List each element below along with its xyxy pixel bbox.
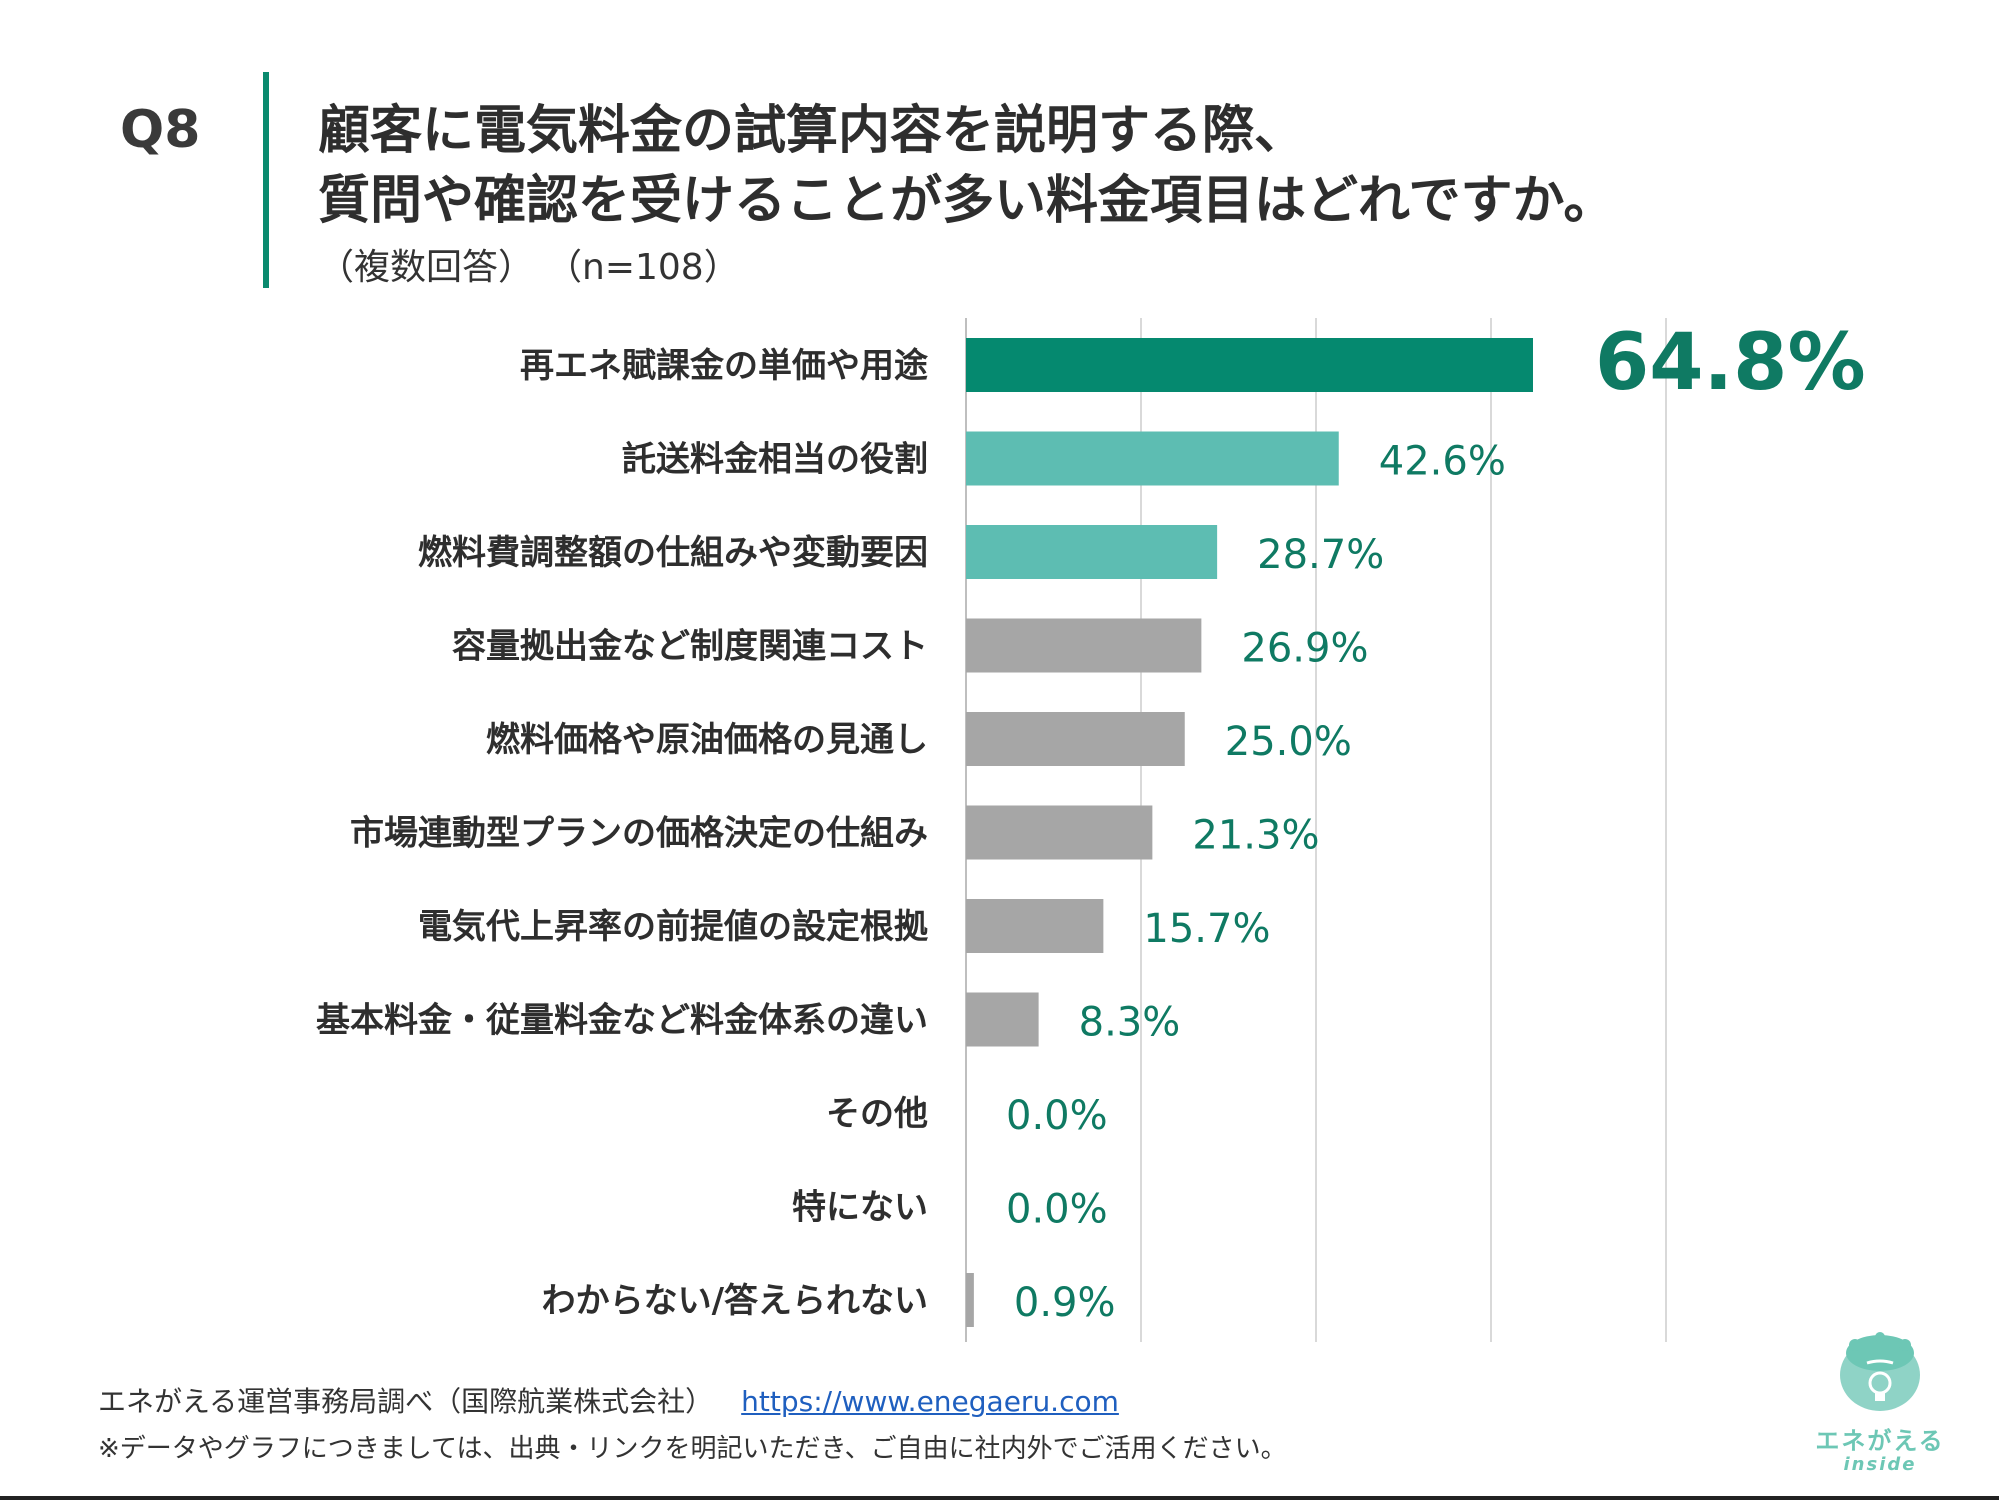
- category-label: 特にない: [792, 1188, 928, 1228]
- data-label: 26.9%: [1241, 626, 1368, 672]
- bar: [966, 618, 1202, 673]
- data-label: 8.3%: [1079, 1000, 1181, 1046]
- bar: [966, 431, 1339, 486]
- bar: [966, 992, 1039, 1047]
- data-label: 15.7%: [1143, 906, 1270, 952]
- question-number: Q8: [120, 100, 201, 160]
- category-label: 市場連動型プランの価格決定の仕組み: [350, 814, 928, 854]
- logo-sub: inside: [1843, 1454, 1917, 1475]
- data-label: 0.9%: [1014, 1280, 1116, 1326]
- enegaeru-logo: エネがえる inside: [1808, 1325, 1952, 1475]
- question-subtitle: （複数回答） （n=108）: [318, 238, 740, 290]
- footer: エネがえる運営事務局調べ（国際航業株式会社） https://www.enegae…: [98, 1380, 1287, 1465]
- source-text: エネがえる運営事務局調べ（国際航業株式会社）: [98, 1385, 714, 1418]
- question-title: 顧客に電気料金の試算内容を説明する際、 質問や確認を受けることが多い料金項目はど…: [318, 96, 1818, 236]
- data-label: 21.3%: [1192, 813, 1319, 859]
- data-label: 25.0%: [1225, 719, 1352, 765]
- sample-size: （n=108）: [564, 247, 740, 288]
- data-label: 0.0%: [1006, 1187, 1108, 1233]
- data-label: 64.8%: [1595, 318, 1866, 408]
- data-label: 42.6%: [1379, 439, 1506, 485]
- usage-notice: ※データやグラフにつきましては、出典・リンクを明記いただき、ご自由に社内外でご活…: [98, 1434, 1287, 1464]
- bottom-rule: [0, 1496, 1999, 1500]
- bar: [966, 712, 1185, 766]
- category-label: その他: [826, 1094, 928, 1134]
- bar: [966, 899, 1104, 953]
- bar: [966, 805, 1153, 860]
- category-label: 燃料価格や原油価格の見通し: [486, 720, 928, 760]
- category-label: 託送料金相当の役割: [622, 440, 928, 480]
- category-label: 再エネ賦課金の単価や用途: [520, 346, 928, 386]
- source-link[interactable]: https://www.enegaeru.com: [741, 1385, 1119, 1418]
- logo-name: エネがえる: [1815, 1427, 1945, 1455]
- question-title-line1: 顧客に電気料金の試算内容を説明する際、: [318, 101, 1307, 161]
- category-label: 燃料費調整額の仕組みや変動要因: [418, 533, 928, 573]
- question-accent-bar: [263, 72, 269, 288]
- data-label: 0.0%: [1006, 1093, 1108, 1139]
- bar-chart: 再エネ賦課金の単価や用途 64.8% 託送料金相当の役割 42.6% 燃料費調整額の仕組…: [316, 318, 1866, 1342]
- category-label: わからない/答えられない: [542, 1281, 928, 1321]
- bar: [966, 1273, 974, 1327]
- bar: [966, 525, 1218, 579]
- bar: [966, 338, 1533, 392]
- category-label: 基本料金・従量料金など料金体系の違い: [316, 1001, 928, 1041]
- bulb-mascot-icon: [1840, 1332, 1920, 1411]
- answer-type-note: （複数回答）: [318, 247, 535, 288]
- category-label: 容量拠出金など制度関連コスト: [452, 627, 928, 667]
- category-label: 電気代上昇率の前提値の設定根拠: [418, 907, 929, 947]
- data-label: 28.7%: [1257, 532, 1384, 578]
- question-title-line2: 質問や確認を受けることが多い料金項目はどれですか。: [318, 171, 1616, 231]
